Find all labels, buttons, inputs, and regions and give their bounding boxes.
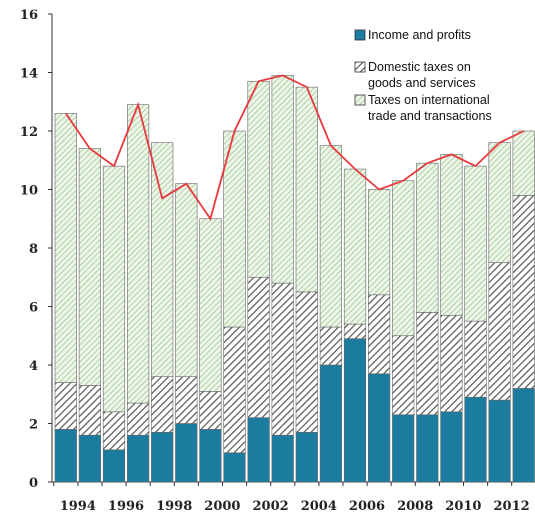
bar-segment-domestic — [392, 335, 415, 416]
legend-label: goods and services — [368, 76, 476, 90]
bar-segment-domestic — [127, 402, 150, 436]
legend-item-domestic: Domestic taxes on goods and services — [354, 60, 476, 90]
x-tick-label: 1996 — [108, 499, 144, 514]
bar-segment-domestic — [367, 294, 391, 375]
bars — [54, 75, 535, 483]
legend-item-income: Income and profits — [354, 28, 471, 42]
total-series-line — [65, 74, 525, 221]
bar-segment-domestic — [295, 291, 318, 433]
bar-segment-domestic — [440, 314, 463, 413]
bar-segment-international — [54, 113, 77, 383]
bar-segment-domestic — [223, 326, 246, 454]
y-tick-label: 2 — [29, 418, 38, 433]
bar-segment-income — [175, 423, 198, 483]
axes: 0 2 4 6 8 10 12 14 16 1994 1996 1998 2000 2002 2004 200… — [20, 8, 535, 514]
bar-segment-international — [127, 104, 150, 404]
x-tick-label: 1994 — [60, 499, 96, 514]
legend-label: Income and profits — [368, 28, 471, 42]
x-tick-label: 2008 — [397, 499, 433, 514]
legend-label: Domestic taxes on — [368, 60, 471, 74]
bar-segment-income — [319, 364, 343, 483]
bar-segment-income — [78, 434, 101, 483]
bar-segment-international — [78, 148, 101, 386]
bar-segment-international — [464, 165, 487, 322]
legend-swatch — [354, 29, 366, 41]
legend-label: trade and transactions — [368, 109, 492, 123]
x-tick-label: 2000 — [204, 499, 240, 514]
bar-segment-income — [247, 417, 270, 483]
bar-segment-income — [367, 373, 391, 483]
bar-segment-international — [367, 189, 391, 296]
bar-segment-income — [54, 429, 77, 483]
legend-swatch — [354, 94, 366, 106]
bar-segment-income — [151, 431, 174, 483]
bar-segment-international — [295, 86, 318, 293]
bar-segment-international — [488, 142, 511, 263]
bar-segment-income — [271, 434, 294, 483]
y-tick-label: 0 — [29, 476, 38, 491]
bar-segment-international — [416, 162, 439, 313]
legend-label: Taxes on international — [368, 93, 490, 107]
bar-segment-income — [295, 431, 318, 483]
legend-swatch — [354, 61, 366, 73]
x-tick-label: 2012 — [494, 499, 530, 514]
bar-segment-domestic — [512, 195, 535, 389]
bar-segment-income — [223, 452, 246, 483]
x-tick-label: 2006 — [349, 499, 385, 514]
bar-segment-income — [199, 429, 222, 483]
bar-segment-international — [512, 130, 535, 196]
bar-segment-domestic — [416, 312, 439, 416]
y-tick-label: 10 — [20, 184, 38, 199]
bar-segment-domestic — [102, 411, 126, 451]
bar-segment-income — [127, 434, 150, 483]
total-line — [65, 74, 525, 221]
y-tick-label: 12 — [20, 125, 38, 140]
legend: Income and profits Domestic taxes on goods… — [354, 28, 492, 123]
bar-segment-international — [343, 168, 367, 325]
bar-segment-domestic — [151, 376, 174, 433]
y-tick-label: 8 — [29, 242, 38, 257]
bar-segment-international — [392, 180, 415, 337]
bar-segment-income — [488, 399, 511, 483]
bar-segment-income — [464, 396, 487, 483]
bar-segment-domestic — [488, 262, 511, 401]
x-tick-label: 2002 — [253, 499, 289, 514]
bar-segment-income — [392, 414, 415, 483]
bar-segment-domestic — [78, 385, 101, 436]
bar-segment-income — [102, 449, 126, 483]
bar-segment-international — [440, 154, 463, 316]
bar-segment-domestic — [343, 323, 367, 339]
bar-segment-international — [319, 145, 343, 328]
y-tick-label: 4 — [29, 359, 38, 374]
bar-segment-income — [343, 338, 367, 483]
bar-segment-international — [247, 80, 270, 278]
bar-segment-international — [175, 183, 198, 377]
bar-segment-domestic — [175, 376, 198, 424]
bar-segment-international — [151, 142, 174, 377]
legend-item-international: Taxes on international trade and transact… — [354, 93, 492, 123]
bar-segment-domestic — [271, 282, 294, 436]
x-tick-label: 1998 — [156, 499, 192, 514]
bar-segment-domestic — [54, 382, 77, 430]
bar-segment-income — [416, 414, 439, 483]
bar-segment-domestic — [319, 326, 343, 366]
bar-segment-domestic — [199, 391, 222, 430]
bar-segment-income — [512, 388, 535, 483]
x-tick-label: 2004 — [301, 499, 337, 514]
bar-segment-international — [102, 165, 126, 413]
bar-segment-international — [199, 218, 222, 392]
y-tick-label: 16 — [20, 8, 38, 23]
bar-segment-domestic — [247, 276, 270, 418]
bar-segment-domestic — [464, 320, 487, 398]
x-tick-label: 2010 — [445, 499, 481, 514]
bar-segment-international — [271, 75, 294, 284]
y-tick-label: 6 — [29, 301, 38, 316]
y-tick-label: 14 — [20, 67, 38, 82]
bar-segment-income — [440, 411, 463, 483]
